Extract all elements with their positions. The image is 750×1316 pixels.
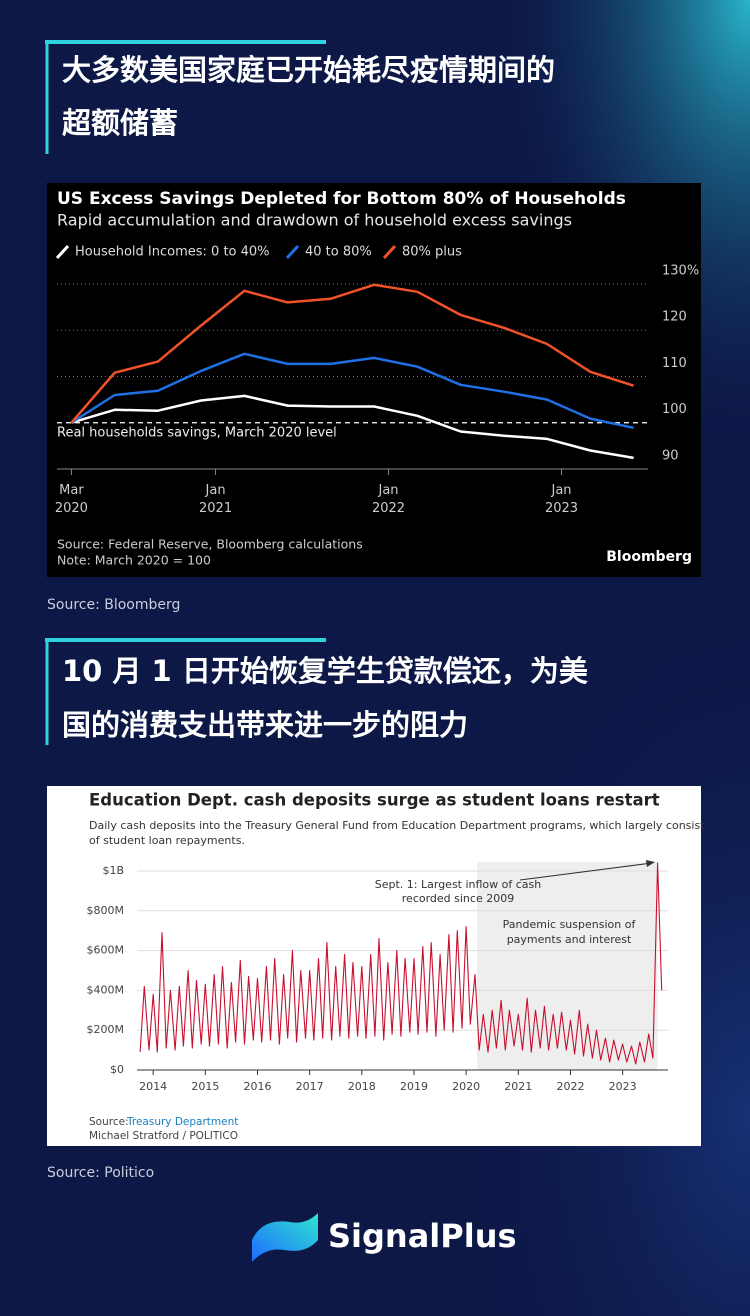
- y-tick-label: $1B: [102, 864, 124, 877]
- heading: 超额储蓄: [62, 106, 178, 140]
- x-tick-label: 2014: [139, 1080, 167, 1093]
- x-tick-label: Jan 2022: [372, 483, 405, 516]
- x-tick-label: 2023: [609, 1080, 637, 1093]
- line-series: [139, 862, 663, 1065]
- x-tick-label: Jan 2021: [199, 483, 232, 516]
- x-tick-label: 2022: [556, 1080, 584, 1093]
- legend-swatch: [55, 244, 70, 260]
- annotation: Sept. 1: Largest inflow of cash: [375, 878, 542, 891]
- annotation: Real households savings, March 2020 leve…: [57, 426, 337, 441]
- legend-label: 80% plus: [402, 245, 462, 260]
- y-tick-label: 90: [662, 449, 679, 464]
- heading: 国的消费支出带来进一步的阻力: [62, 708, 468, 742]
- x-tick-label: 2016: [243, 1080, 271, 1093]
- source: Source: Politico: [47, 1165, 154, 1181]
- annotation-arrowhead: [646, 860, 655, 867]
- annotation-arrow: [519, 862, 653, 881]
- legend-swatch: [382, 244, 397, 260]
- line-series: [71, 394, 634, 460]
- line-series: [70, 352, 634, 430]
- x-tick-label: 2015: [191, 1080, 219, 1093]
- brand-logo: [252, 1213, 318, 1262]
- y-tick-label: 120: [662, 310, 687, 325]
- x-tick-label: Mar 2020: [55, 483, 88, 516]
- y-tick-label: $800M: [87, 904, 125, 917]
- legend-swatch: [285, 244, 300, 260]
- chart-title: US Excess Savings Depleted for Bottom 80…: [57, 189, 626, 209]
- source: Source: Bloomberg: [47, 597, 180, 613]
- annotation: payments and interest: [507, 933, 632, 946]
- credit: Michael Stratford / POLITICO: [89, 1130, 238, 1142]
- y-tick-label: $0: [110, 1063, 124, 1076]
- x-tick-label: 2021: [504, 1080, 532, 1093]
- source-label: Source:: [89, 1116, 129, 1128]
- heading: 10 月 1 日开始恢复学生贷款偿还，为美: [62, 654, 588, 688]
- chart-note: Note: March 2020 = 100: [57, 553, 211, 568]
- x-tick-label: Jan 2023: [545, 483, 578, 516]
- x-tick-label: 2020: [452, 1080, 480, 1093]
- chart-subtitle: Rapid accumulation and drawdown of house…: [57, 211, 572, 230]
- x-tick-label: 2019: [400, 1080, 428, 1093]
- line-series: [70, 283, 634, 424]
- chart-title: Education Dept. cash deposits surge as s…: [89, 791, 660, 810]
- heading-block: [45, 638, 326, 745]
- y-tick-label: 130%: [662, 263, 699, 278]
- legend-label: Household Incomes: 0 to 40%: [75, 245, 270, 260]
- annotation: recorded since 2009: [402, 892, 514, 905]
- publisher-logo: Bloomberg: [606, 549, 692, 565]
- heading-block: [45, 40, 326, 154]
- annotation: Pandemic suspension of: [503, 918, 637, 931]
- y-tick-label: $400M: [87, 983, 125, 996]
- y-tick-label: $600M: [87, 944, 125, 957]
- source-link: Treasury Department: [126, 1116, 238, 1128]
- y-tick-label: $200M: [87, 1023, 125, 1036]
- chart-subtitle: Daily cash deposits into the Treasury Ge…: [89, 819, 705, 832]
- y-tick-label: 100: [662, 402, 687, 417]
- chart-panel: [47, 183, 701, 577]
- brand-name: SignalPlus: [328, 1217, 517, 1255]
- legend-label: 40 to 80%: [305, 245, 372, 260]
- chart-subtitle: of student loan repayments.: [89, 834, 245, 847]
- x-tick-label: 2017: [296, 1080, 324, 1093]
- heading: 大多数美国家庭已开始耗尽疫情期间的: [62, 53, 555, 87]
- y-tick-label: 110: [662, 356, 687, 371]
- chart-source: Source: Federal Reserve, Bloomberg calcu…: [57, 537, 363, 552]
- x-tick-label: 2018: [348, 1080, 376, 1093]
